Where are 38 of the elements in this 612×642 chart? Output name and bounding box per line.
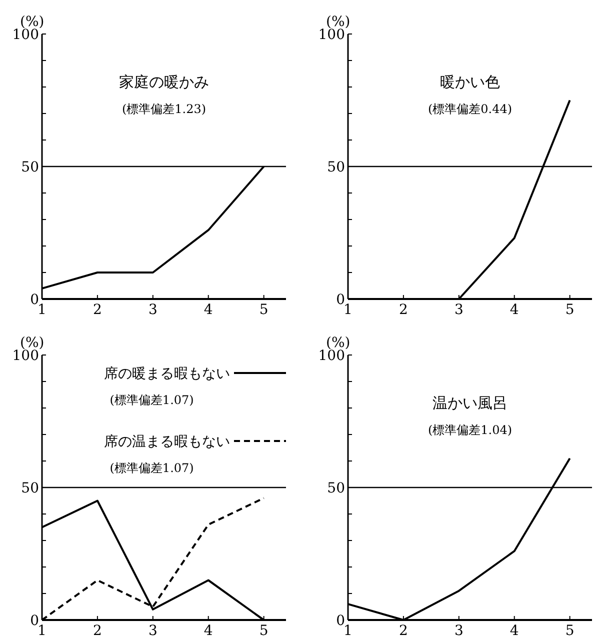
y-tick-label: 0 <box>336 292 345 308</box>
x-tick-label: 3 <box>454 623 464 639</box>
x-tick-label: 1 <box>38 623 46 639</box>
x-tick-label: 4 <box>510 623 519 639</box>
text: 温かい風呂 <box>432 394 508 412</box>
x-tick-label: 4 <box>204 623 213 639</box>
y-tick-label: 50 <box>21 159 39 176</box>
x-tick-label: 4 <box>510 302 519 318</box>
x-tick-label: 1 <box>344 302 352 318</box>
text: 暖かい色 <box>440 73 500 91</box>
annotation: (標準偏差1.07) <box>110 461 194 476</box>
y-tick-label: 0 <box>30 612 39 629</box>
x-tick-label: 3 <box>148 623 158 639</box>
text: 家庭の暖かみ <box>119 73 209 91</box>
y-tick-label: 50 <box>21 480 39 496</box>
y-tick-label: 50 <box>327 159 345 176</box>
x-tick-label: 3 <box>454 302 464 318</box>
y-tick-label: 50 <box>327 480 345 496</box>
x-tick-label: 5 <box>259 302 268 318</box>
y-tick-label: 0 <box>30 292 39 308</box>
text: (標準偏差0.44) <box>428 102 512 116</box>
annotation: (標準偏差1.07) <box>110 393 194 408</box>
text: (標準偏差1.23) <box>122 102 206 116</box>
text: (標準偏差1.04) <box>428 423 512 437</box>
x-tick-label: 1 <box>38 302 46 318</box>
x-tick-label: 2 <box>92 302 102 318</box>
x-tick-label: 5 <box>565 302 574 318</box>
x-tick-label: 1 <box>344 623 352 639</box>
legend-label: 席の暖まる暇もない <box>104 366 230 382</box>
x-tick-label: 2 <box>398 302 408 318</box>
legend-label: 席の温まる暇もない <box>104 434 230 450</box>
x-tick-label: 5 <box>259 623 268 639</box>
x-tick-label: 4 <box>204 302 213 318</box>
y-tick-label: 0 <box>336 612 345 629</box>
x-tick-label: 5 <box>565 623 574 639</box>
x-tick-label: 3 <box>148 302 158 318</box>
x-tick-label: 2 <box>398 623 408 639</box>
x-tick-label: 2 <box>92 623 102 639</box>
